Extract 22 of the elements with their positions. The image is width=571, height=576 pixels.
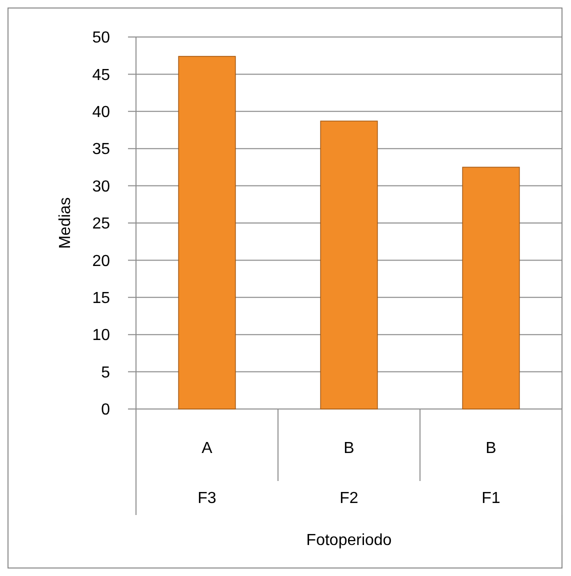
x-axis-title: Fotoperiodo: [306, 532, 392, 549]
y-tick-label: 15: [92, 290, 110, 307]
y-tick-label: 45: [92, 66, 110, 84]
x-tick-label: F2: [340, 490, 358, 507]
bar: [462, 166, 520, 410]
x-tick-label: F3: [198, 490, 216, 507]
text: A: [202, 440, 213, 457]
y-tick-label: 20: [92, 252, 110, 270]
y-tick-label: 0: [101, 402, 110, 419]
y-tick-label: 35: [92, 141, 110, 158]
y-tick-label: 10: [92, 327, 110, 344]
y-tick-label: 40: [92, 104, 110, 121]
x-tick-label: F1: [482, 490, 500, 507]
bar: [320, 120, 378, 410]
y-tick-label: 30: [92, 178, 110, 196]
bar: [178, 56, 236, 410]
y-tick-label: 5: [101, 364, 110, 382]
y-axis-title: Medias: [57, 197, 74, 249]
y-tick-label: 25: [92, 216, 110, 233]
text: B: [344, 440, 354, 457]
y-tick-label: 50: [92, 30, 110, 47]
text: B: [486, 440, 496, 457]
